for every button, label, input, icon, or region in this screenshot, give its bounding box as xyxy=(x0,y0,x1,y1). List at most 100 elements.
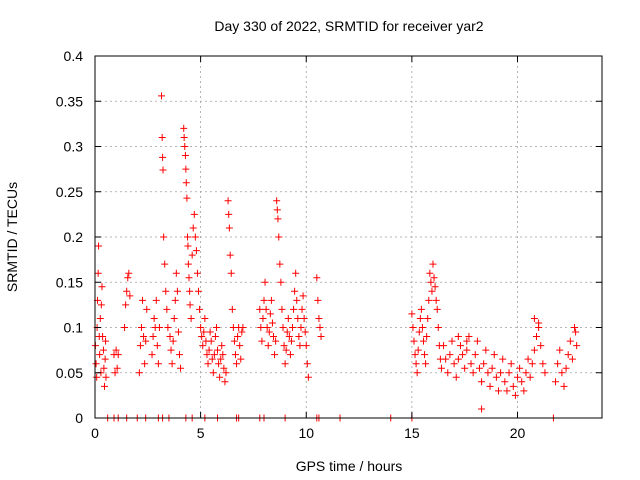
data-point xyxy=(478,405,486,413)
data-point xyxy=(433,305,441,313)
data-point xyxy=(509,382,517,390)
axis-ticks: 0 5 10 15 20 0 0.05 0.1 0.15 0.2 0.25 0.3 0.35 0.4 xyxy=(56,48,602,441)
data-point xyxy=(158,92,166,100)
data-point xyxy=(303,360,311,368)
data-point xyxy=(224,197,232,205)
data-point xyxy=(282,346,290,354)
data-point xyxy=(273,206,281,214)
data-point xyxy=(102,373,110,381)
data-point xyxy=(492,373,500,381)
data-point xyxy=(408,310,416,318)
data-point xyxy=(552,378,560,386)
data-point xyxy=(155,324,163,331)
data-point xyxy=(432,296,440,304)
data-point xyxy=(219,351,227,359)
data-point xyxy=(313,274,321,282)
data-point xyxy=(566,337,574,345)
data-point xyxy=(281,360,289,368)
data-point xyxy=(516,364,524,372)
data-point xyxy=(227,269,235,277)
data-point xyxy=(200,328,208,336)
data-point xyxy=(230,337,238,345)
data-point xyxy=(99,346,107,354)
data-point xyxy=(298,305,306,313)
data-point xyxy=(573,342,581,350)
data-point xyxy=(236,342,244,350)
data-point xyxy=(114,351,122,359)
data-point xyxy=(170,314,178,322)
data-point xyxy=(273,197,281,205)
grid-layer xyxy=(95,56,602,418)
data-point xyxy=(93,373,101,381)
data-point xyxy=(201,314,209,322)
data-point xyxy=(207,337,215,345)
y-tick-label: 0.2 xyxy=(64,229,84,245)
data-point xyxy=(159,166,167,174)
data-point xyxy=(429,260,437,268)
data-point xyxy=(524,355,532,363)
data-point xyxy=(92,360,100,368)
data-point xyxy=(287,337,295,345)
data-point xyxy=(214,346,222,354)
data-point xyxy=(259,314,267,322)
data-point xyxy=(428,287,436,295)
data-point xyxy=(422,360,430,368)
data-point xyxy=(274,215,282,223)
data-point xyxy=(258,337,266,345)
data-point xyxy=(193,269,201,277)
data-point xyxy=(99,333,107,341)
data-point xyxy=(459,351,467,359)
data-points xyxy=(91,92,581,422)
data-point xyxy=(423,333,431,341)
data-point xyxy=(410,337,418,345)
data-point xyxy=(97,301,105,309)
data-point xyxy=(300,314,308,322)
data-point xyxy=(315,314,323,322)
data-point xyxy=(285,333,293,341)
data-point xyxy=(452,373,460,381)
data-point xyxy=(96,314,104,322)
data-point xyxy=(172,269,180,277)
data-point xyxy=(98,283,106,291)
data-point xyxy=(416,314,424,322)
x-tick-label: 20 xyxy=(510,425,526,441)
x-tick-label: 0 xyxy=(91,425,99,441)
data-point xyxy=(271,351,279,359)
data-point xyxy=(264,342,272,350)
data-point xyxy=(139,296,147,304)
data-point xyxy=(192,247,200,255)
x-tick-label: 10 xyxy=(298,425,314,441)
data-point xyxy=(198,333,206,341)
data-point xyxy=(174,328,182,336)
data-point xyxy=(522,369,530,377)
data-point xyxy=(182,179,190,187)
data-point xyxy=(446,351,454,359)
y-tick-label: 0.05 xyxy=(56,365,83,381)
data-point xyxy=(211,333,219,341)
data-point xyxy=(159,153,167,161)
data-point xyxy=(237,355,245,363)
data-point xyxy=(535,319,543,327)
data-point xyxy=(454,355,462,363)
data-point xyxy=(199,342,207,350)
data-point xyxy=(279,324,287,331)
data-point xyxy=(154,360,162,368)
data-point xyxy=(463,346,471,354)
data-point xyxy=(425,296,433,304)
data-point xyxy=(100,364,108,372)
data-point xyxy=(296,342,304,350)
data-point xyxy=(497,369,505,377)
data-point xyxy=(158,133,166,141)
data-point xyxy=(442,355,450,363)
data-point xyxy=(426,269,434,277)
data-point xyxy=(283,328,291,336)
data-point xyxy=(440,342,448,350)
data-point xyxy=(143,305,151,313)
data-point xyxy=(277,278,285,286)
data-point xyxy=(409,324,417,331)
data-point xyxy=(177,364,185,372)
data-point xyxy=(560,382,568,390)
data-point xyxy=(180,124,188,132)
data-point xyxy=(294,314,302,322)
